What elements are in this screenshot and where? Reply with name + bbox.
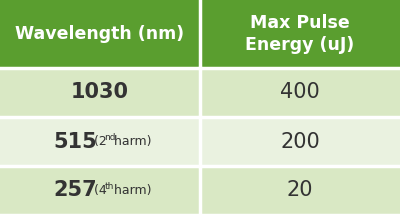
Text: th: th — [104, 182, 114, 191]
Text: harm): harm) — [110, 135, 152, 148]
Text: nd: nd — [104, 133, 116, 142]
Bar — [200, 166, 400, 215]
Bar — [0, 0, 200, 68]
Text: 200: 200 — [280, 132, 320, 152]
Text: 257: 257 — [54, 181, 97, 201]
Bar — [200, 117, 400, 166]
Bar — [0, 117, 200, 166]
Text: 515: 515 — [54, 132, 98, 152]
Bar — [200, 0, 400, 68]
Text: Max Pulse
Energy (uJ): Max Pulse Energy (uJ) — [245, 14, 355, 54]
Text: Wavelength (nm): Wavelength (nm) — [16, 25, 184, 43]
Text: (4: (4 — [90, 184, 107, 197]
Bar — [0, 68, 200, 117]
Text: harm): harm) — [110, 184, 152, 197]
Text: (2: (2 — [90, 135, 107, 148]
Text: 1030: 1030 — [71, 83, 129, 103]
Bar — [200, 68, 400, 117]
Bar — [0, 166, 200, 215]
Text: 20: 20 — [287, 181, 313, 201]
Text: 400: 400 — [280, 83, 320, 103]
